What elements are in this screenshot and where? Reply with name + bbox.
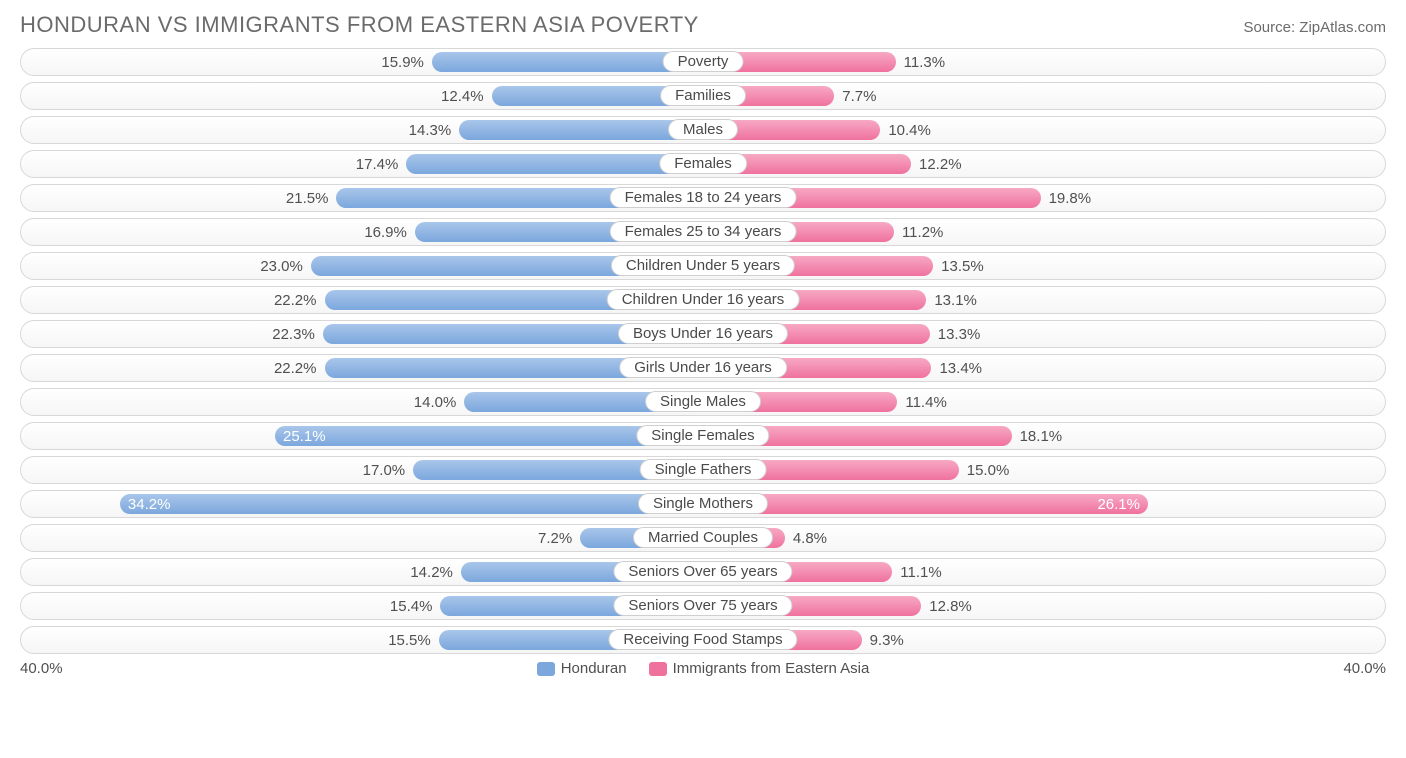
value-right: 13.4% [939,355,982,382]
legend-label-left: Honduran [561,660,627,677]
category-label: Females [659,153,747,174]
value-right: 18.1% [1020,423,1063,450]
value-right: 15.0% [967,457,1010,484]
value-left: 12.4% [441,83,484,110]
value-right: 4.8% [793,525,827,552]
category-label: Males [668,119,738,140]
value-right: 11.3% [904,49,945,76]
category-label: Single Males [645,391,761,412]
chart-row: 15.5% 9.3% Receiving Food Stamps [20,626,1386,654]
chart-title: HONDURAN VS IMMIGRANTS FROM EASTERN ASIA… [20,12,699,38]
value-left: 15.4% [390,593,433,620]
value-right: 13.5% [941,253,984,280]
chart-row: 23.0% 13.5% Children Under 5 years [20,252,1386,280]
category-label: Married Couples [633,527,773,548]
value-right: 11.4% [905,389,946,416]
category-label: Families [660,85,746,106]
chart-row: 34.2% 26.1% Single Mothers [20,490,1386,518]
chart-row: 18.1% 25.1% Single Females [20,422,1386,450]
legend-item-right: Immigrants from Eastern Asia [649,660,870,677]
bar-left: 34.2% [120,494,703,514]
value-left: 21.5% [286,185,329,212]
category-label: Girls Under 16 years [619,357,787,378]
value-right: 11.2% [902,219,943,246]
category-label: Single Females [636,425,769,446]
value-right: 13.3% [938,321,981,348]
value-left: 25.1% [283,426,326,448]
axis-max-right: 40.0% [1343,660,1386,677]
axis-legend-row: 40.0% Honduran Immigrants from Eastern A… [20,660,1386,677]
chart-header: HONDURAN VS IMMIGRANTS FROM EASTERN ASIA… [20,12,1386,38]
value-right: 9.3% [870,627,904,654]
value-left: 22.2% [274,287,317,314]
chart-row: 14.2% 11.1% Seniors Over 65 years [20,558,1386,586]
value-left: 22.3% [272,321,315,348]
value-left: 23.0% [260,253,303,280]
legend-item-left: Honduran [537,660,627,677]
value-left: 15.9% [381,49,424,76]
value-left: 34.2% [128,494,171,516]
category-label: Females 25 to 34 years [610,221,797,242]
value-left: 17.0% [363,457,406,484]
chart-row: 17.0% 15.0% Single Fathers [20,456,1386,484]
category-label: Boys Under 16 years [618,323,788,344]
value-left: 17.4% [356,151,399,178]
category-label: Children Under 5 years [611,255,795,276]
value-left: 22.2% [274,355,317,382]
legend-swatch-right [649,662,667,676]
chart-row: 22.2% 13.1% Children Under 16 years [20,286,1386,314]
chart-row: 17.4% 12.2% Females [20,150,1386,178]
category-label: Receiving Food Stamps [608,629,797,650]
value-left: 7.2% [538,525,572,552]
legend: Honduran Immigrants from Eastern Asia [537,660,870,677]
chart-row: 15.4% 12.8% Seniors Over 75 years [20,592,1386,620]
chart-row: 15.9% 11.3% Poverty [20,48,1386,76]
category-label: Poverty [663,51,744,72]
value-right: 26.1% [1097,494,1140,516]
category-label: Seniors Over 65 years [613,561,792,582]
chart-row: 22.2% 13.4% Girls Under 16 years [20,354,1386,382]
value-right: 7.7% [842,83,876,110]
category-label: Single Fathers [640,459,767,480]
value-right: 10.4% [888,117,931,144]
category-label: Seniors Over 75 years [613,595,792,616]
value-right: 12.8% [929,593,972,620]
legend-label-right: Immigrants from Eastern Asia [673,660,870,677]
chart-row: 21.5% 19.8% Females 18 to 24 years [20,184,1386,212]
category-label: Females 18 to 24 years [610,187,797,208]
legend-swatch-left [537,662,555,676]
value-left: 14.0% [414,389,457,416]
value-right: 12.2% [919,151,962,178]
value-left: 16.9% [364,219,407,246]
value-left: 14.3% [409,117,452,144]
value-right: 11.1% [900,559,941,586]
chart-row: 22.3% 13.3% Boys Under 16 years [20,320,1386,348]
chart-row: 14.3% 10.4% Males [20,116,1386,144]
category-label: Children Under 16 years [607,289,800,310]
chart-row: 7.2% 4.8% Married Couples [20,524,1386,552]
bar-left [459,120,703,140]
value-left: 14.2% [410,559,453,586]
diverging-bar-chart: 15.9%11.3%Poverty12.4%7.7%Families14.3%1… [20,48,1386,654]
category-label: Single Mothers [638,493,768,514]
value-right: 13.1% [934,287,977,314]
chart-source: Source: ZipAtlas.com [1243,19,1386,36]
bar-right: 26.1% [703,494,1148,514]
value-left: 15.5% [388,627,431,654]
chart-row: 12.4% 7.7% Families [20,82,1386,110]
axis-max-left: 40.0% [20,660,63,677]
value-right: 19.8% [1049,185,1092,212]
chart-row: 14.0% 11.4% Single Males [20,388,1386,416]
chart-row: 16.9% 11.2% Females 25 to 34 years [20,218,1386,246]
